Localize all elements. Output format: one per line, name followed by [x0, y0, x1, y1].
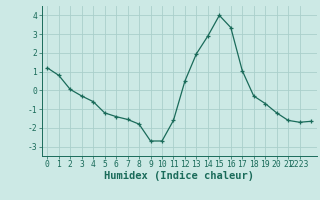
X-axis label: Humidex (Indice chaleur): Humidex (Indice chaleur): [104, 171, 254, 181]
